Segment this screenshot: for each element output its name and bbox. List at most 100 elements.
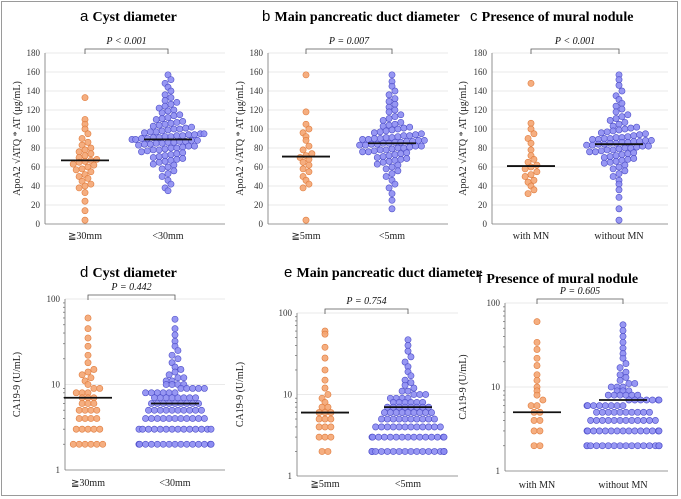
significance-bracket [536, 298, 624, 304]
data-point [158, 127, 166, 135]
data-point [622, 442, 630, 450]
data-point [173, 150, 181, 158]
data-point [643, 427, 650, 435]
panel-b: b Main pancreatic duct diameter 0 20 40 60 80… [235, 8, 460, 242]
data-point [533, 362, 541, 369]
data-point [161, 120, 169, 128]
data-point [185, 142, 193, 150]
data-point [143, 147, 151, 155]
y-tick-label: 10 [491, 382, 501, 392]
significance-bracket [305, 48, 393, 54]
data-point [584, 427, 592, 435]
data-point [388, 190, 396, 197]
data-point [176, 125, 184, 133]
panel-letter: f [478, 270, 486, 287]
data-point [170, 125, 178, 133]
y-tick-label: 100 [279, 308, 293, 318]
data-point [603, 128, 611, 136]
y-axis-label: CA19-9 (U/mL) [458, 354, 469, 419]
y-tick-label: 140 [27, 86, 41, 96]
data-point [372, 423, 380, 431]
data-point [179, 143, 187, 151]
data-point [158, 165, 166, 173]
data-point [391, 100, 399, 108]
data-point [84, 130, 92, 138]
data-point [188, 136, 195, 144]
data-point [621, 167, 629, 175]
category-label: <5mm [395, 479, 421, 490]
data-point [597, 147, 605, 155]
data-point [78, 135, 86, 142]
data-point [431, 448, 438, 455]
panel-title-text: Main pancreatic duct diameter [297, 266, 482, 281]
data-point [299, 184, 307, 192]
data-point [378, 415, 385, 423]
category-label: ≧30mm [71, 478, 105, 489]
data-point [305, 125, 313, 133]
data-point [87, 150, 95, 158]
data-point [183, 440, 191, 448]
data-point [615, 170, 623, 178]
data-point [612, 139, 620, 147]
data-point [141, 140, 148, 148]
category-label: <5mm [379, 231, 405, 242]
y-tick-label: 10 [51, 380, 61, 390]
data-point [161, 91, 169, 99]
data-point [179, 118, 187, 125]
data-point [198, 425, 205, 433]
y-tick-label: 0 [483, 219, 488, 229]
data-point [388, 205, 396, 213]
data-point [527, 80, 535, 87]
data-point [195, 415, 202, 422]
data-point [616, 391, 624, 399]
panel-title-text: Cyst diameter [93, 266, 177, 281]
data-point [155, 121, 163, 129]
data-point [78, 371, 86, 379]
data-point [533, 371, 541, 379]
data-point [646, 408, 653, 416]
data-point [621, 161, 629, 169]
data-point [167, 144, 175, 152]
data-point [524, 190, 532, 197]
data-point [634, 391, 642, 399]
data-point [527, 139, 535, 147]
category-label: with MN [519, 480, 555, 491]
data-point [615, 126, 623, 134]
data-point [359, 136, 366, 143]
data-point [609, 165, 617, 173]
data-point [142, 440, 149, 448]
data-point [536, 442, 544, 450]
data-point [180, 406, 188, 414]
data-point [170, 167, 178, 175]
data-point [434, 433, 441, 441]
data-point [150, 394, 158, 402]
data-point [162, 381, 170, 388]
data-point [642, 130, 649, 138]
data-point [180, 425, 188, 433]
data-point [305, 180, 313, 188]
data-point [394, 144, 402, 152]
data-point [527, 402, 535, 410]
data-point [75, 184, 83, 192]
data-point [416, 391, 424, 398]
data-point [376, 128, 384, 136]
data-point [159, 415, 167, 422]
y-tick-label: 10 [283, 390, 293, 400]
data-point [606, 139, 614, 147]
data-point [606, 158, 614, 166]
y-tick-label: 20 [478, 200, 488, 210]
data-point [78, 165, 86, 173]
data-point [138, 135, 145, 142]
data-point [624, 155, 632, 163]
data-point [413, 448, 421, 455]
data-point [378, 423, 385, 431]
data-point [527, 171, 535, 178]
y-tick-label: 140 [474, 86, 488, 96]
data-point [367, 140, 375, 148]
data-point [155, 158, 163, 166]
data-point [161, 97, 169, 104]
category-label: ≧5mm [292, 231, 321, 242]
data-point [170, 106, 178, 114]
data-point [207, 440, 215, 448]
data-point [75, 148, 83, 156]
